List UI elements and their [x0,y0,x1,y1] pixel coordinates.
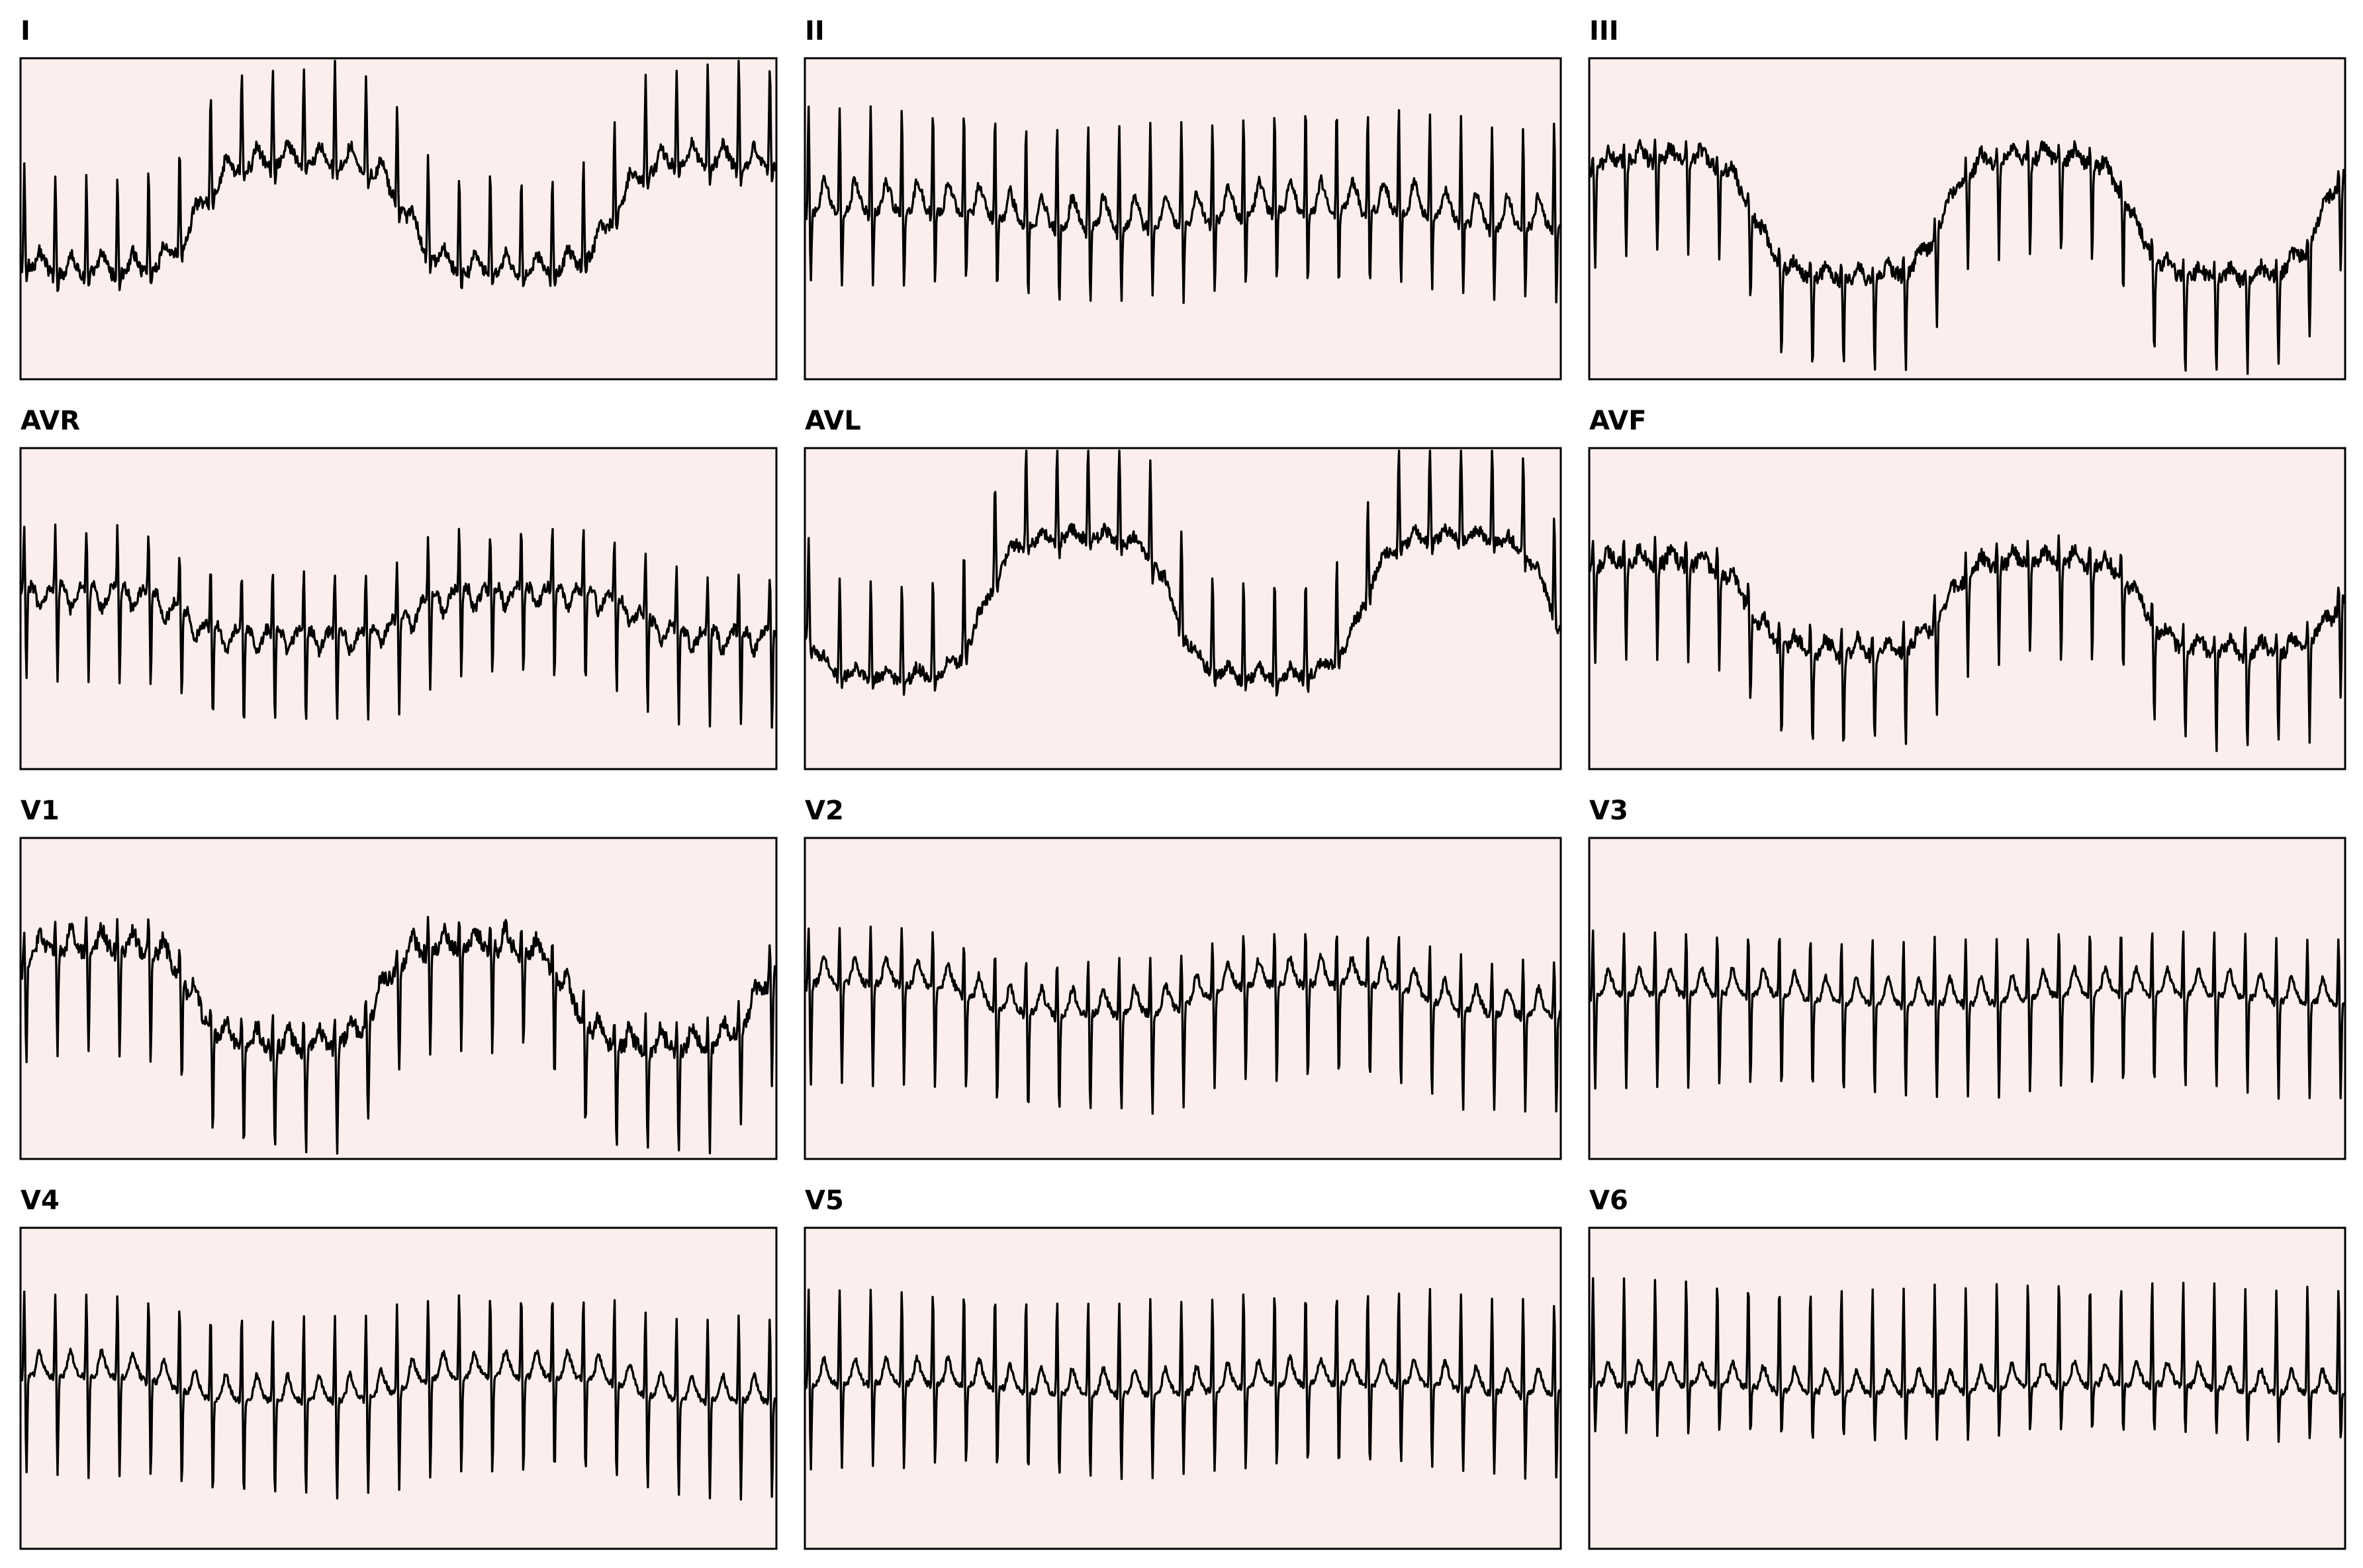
lead-panel-avr: AVR [19,406,778,770]
lead-label-v1: V1 [21,796,60,826]
ecg-trace-v1 [19,915,778,1155]
lead-panel-v6: V6 [1588,1185,2346,1550]
ecg-trace-v6 [1588,1277,2346,1444]
lead-panel-v1: V1 [19,796,778,1160]
ecg-trace-v5 [804,1287,1562,1481]
lead-panel-i: I [19,16,778,381]
lead-label-i: I [21,16,30,46]
lead-panel-v3: V3 [1588,796,2346,1160]
lead-label-v2: V2 [805,796,844,826]
lead-panel-ii: II [804,16,1562,381]
lead-panel-avf: AVF [1588,406,2346,770]
ecg-trace-v4 [19,1290,778,1501]
ecg-trace-v3 [1588,929,2346,1100]
lead-panel-v4: V4 [19,1185,778,1550]
ecg-trace-iii [1588,138,2346,375]
lead-panel-v5: V5 [804,1185,1562,1550]
lead-label-avr: AVR [21,406,80,436]
ecg-trace-ii [804,105,1562,304]
lead-label-v3: V3 [1589,796,1628,826]
ecg-trace-v2 [804,925,1562,1115]
ecg-trace-avl [804,449,1562,697]
lead-label-avl: AVL [805,406,861,436]
lead-label-v5: V5 [805,1185,844,1216]
lead-label-v6: V6 [1589,1185,1628,1216]
lead-panel-v2: V2 [804,796,1562,1160]
lead-label-avf: AVF [1589,406,1647,436]
lead-panel-avl: AVL [804,406,1562,770]
ecg-trace-avf [1588,534,2346,753]
ecg-trace-avr [19,524,778,729]
lead-label-iii: III [1589,16,1619,46]
ecg-trace-i [19,60,778,293]
lead-label-ii: II [805,16,825,46]
lead-label-v4: V4 [21,1185,60,1216]
lead-panel-iii: III [1588,16,2346,381]
